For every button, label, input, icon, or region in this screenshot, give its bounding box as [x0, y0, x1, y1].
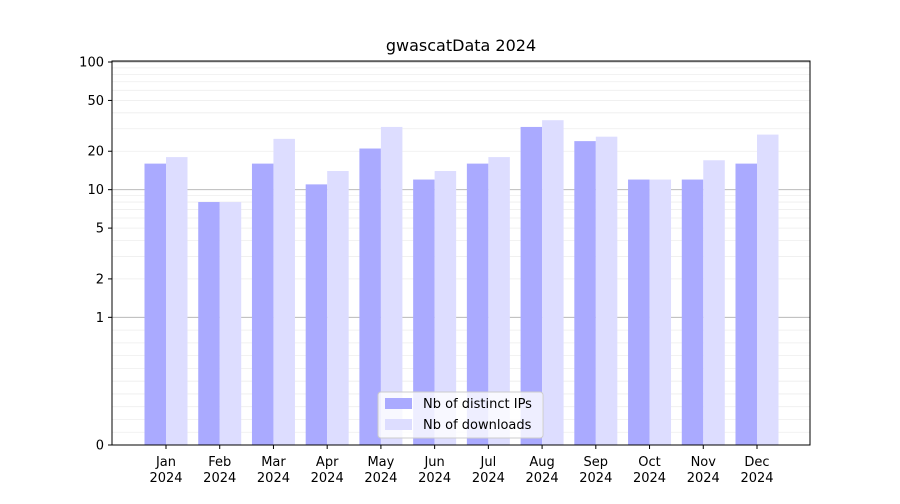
bar-distinct-ips	[359, 148, 381, 445]
bar-downloads	[380, 126, 403, 445]
bar-distinct-ips	[574, 141, 596, 446]
bar-downloads	[757, 134, 779, 445]
bar-distinct-ips	[305, 184, 328, 445]
legend-swatch-downloads	[385, 419, 412, 430]
bar-distinct-ips	[198, 202, 220, 445]
bar-downloads	[434, 171, 457, 445]
legend-frame	[377, 391, 544, 439]
plot-frame	[111, 60, 811, 446]
bar-distinct-ips	[466, 163, 489, 445]
y-tick-label: 5	[96, 222, 104, 237]
x-tick-label: Jul 2024	[472, 455, 505, 486]
bar-downloads	[542, 120, 564, 446]
bar-distinct-ips	[251, 163, 274, 445]
bar-downloads	[273, 138, 295, 446]
bar-downloads	[595, 136, 618, 445]
legend-label-distinct-ips: Nb of distinct IPs	[423, 397, 532, 412]
bar-downloads	[327, 171, 349, 445]
legend-label-downloads: Nb of downloads	[423, 418, 532, 433]
bar-downloads	[166, 157, 188, 445]
x-tick-label: Oct 2024	[633, 455, 666, 486]
axis-layer: 0 1 2 5 10 20 50 100 Jan 2024 Feb 2024 Mar 2024 Apr 202…	[79, 56, 811, 486]
bar-distinct-ips	[520, 126, 543, 445]
bar-distinct-ips	[144, 163, 166, 445]
legend: Nb of distinct IPs Nb of downloads	[377, 391, 544, 439]
bar-layer	[144, 120, 779, 446]
bar-distinct-ips	[681, 179, 704, 445]
chart-title: gwascatData 2024	[386, 36, 536, 55]
bar-downloads	[488, 157, 510, 445]
y-tick-label: 100	[79, 56, 104, 71]
x-tick-label: Mar 2024	[257, 455, 290, 486]
bar-distinct-ips	[413, 179, 435, 445]
x-tick-label: Apr 2024	[311, 455, 344, 486]
x-tick-label: Aug 2024	[526, 455, 559, 486]
x-tick-label: Dec 2024	[740, 455, 773, 486]
y-tick-label: 2	[96, 272, 104, 287]
y-tick-label: 0	[96, 439, 104, 454]
bar-downloads	[703, 160, 725, 445]
bar-downloads	[219, 202, 242, 445]
x-tick-label: Sep 2024	[579, 455, 612, 486]
x-tick-label: Feb 2024	[203, 455, 236, 486]
bar-downloads	[649, 179, 672, 445]
x-tick-label: May 2024	[364, 455, 397, 486]
y-tick-label: 1	[96, 311, 104, 326]
y-tick-label: 20	[87, 145, 104, 160]
x-tick-label: Jan 2024	[149, 455, 182, 486]
x-tick-label: Jun 2024	[418, 455, 451, 486]
bar-distinct-ips	[628, 179, 650, 445]
bar-distinct-ips	[735, 163, 757, 445]
x-tick-label: Nov 2024	[687, 455, 720, 486]
legend-swatch-distinct-ips	[385, 398, 412, 409]
y-tick-label: 10	[87, 183, 104, 198]
y-tick-label: 50	[87, 94, 104, 109]
